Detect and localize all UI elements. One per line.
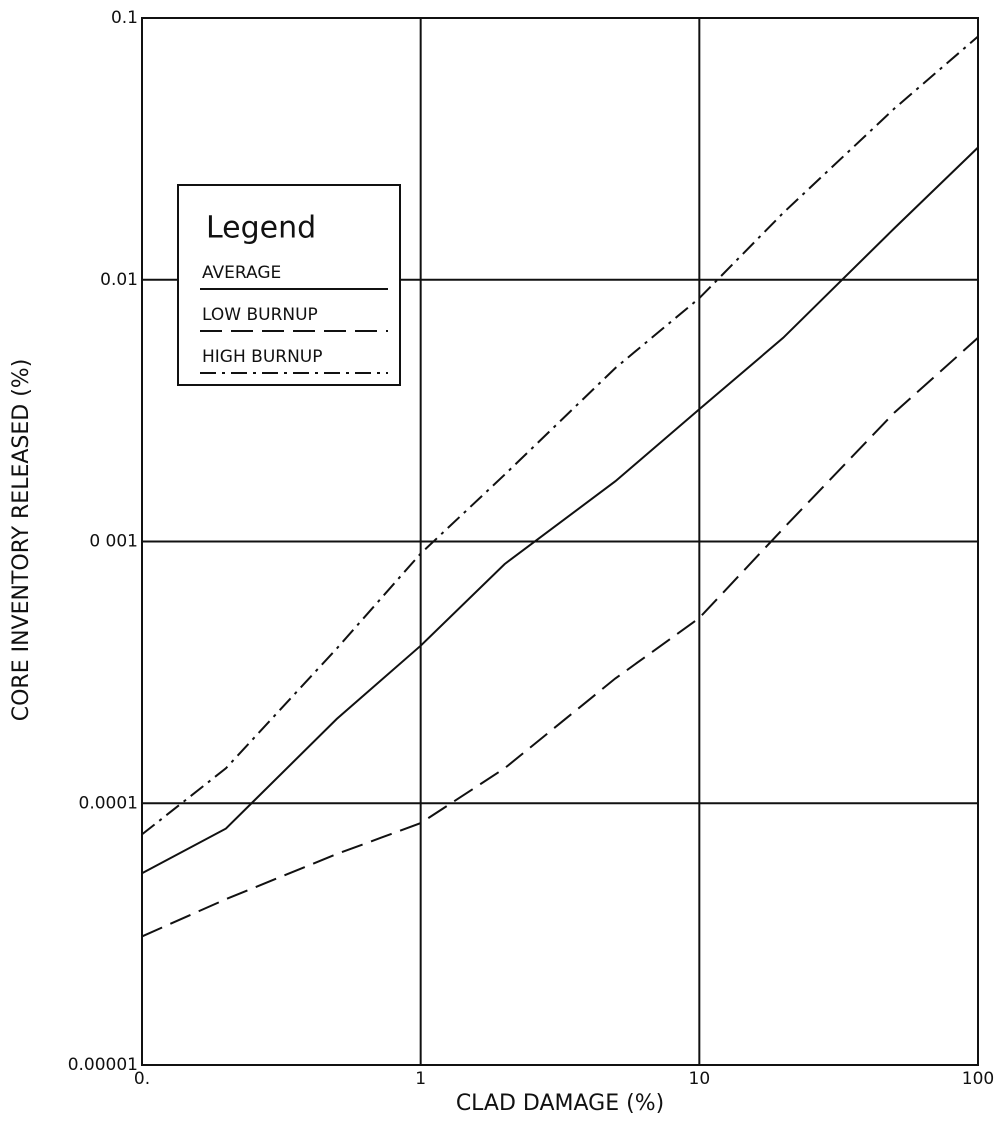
x-tick-label: 0. — [134, 1069, 150, 1089]
series-line — [141, 146, 979, 875]
y-tick-label: 0.1 — [111, 8, 138, 28]
y-tick-label: 0.01 — [100, 270, 138, 290]
legend-label: HIGH BURNUP — [202, 347, 323, 367]
y-tick-label: 0 001 — [89, 532, 138, 552]
series-line — [141, 35, 979, 836]
x-tick-label: 1 — [415, 1069, 426, 1089]
legend-title: Legend — [206, 211, 316, 246]
legend-box — [177, 184, 401, 386]
y-axis-label: CORE INVENTORY RELEASED (%) — [9, 359, 34, 722]
series-line — [141, 337, 979, 938]
y-tick-label: 0.0001 — [79, 793, 138, 813]
x-tick-label: 10 — [689, 1069, 711, 1089]
x-tick-label: 100 — [962, 1069, 994, 1089]
x-axis-label: CLAD DAMAGE (%) — [456, 1091, 664, 1116]
legend-label: AVERAGE — [202, 263, 281, 283]
legend-label: LOW BURNUP — [202, 305, 318, 325]
y-tick-label: 0.00001 — [68, 1055, 138, 1075]
